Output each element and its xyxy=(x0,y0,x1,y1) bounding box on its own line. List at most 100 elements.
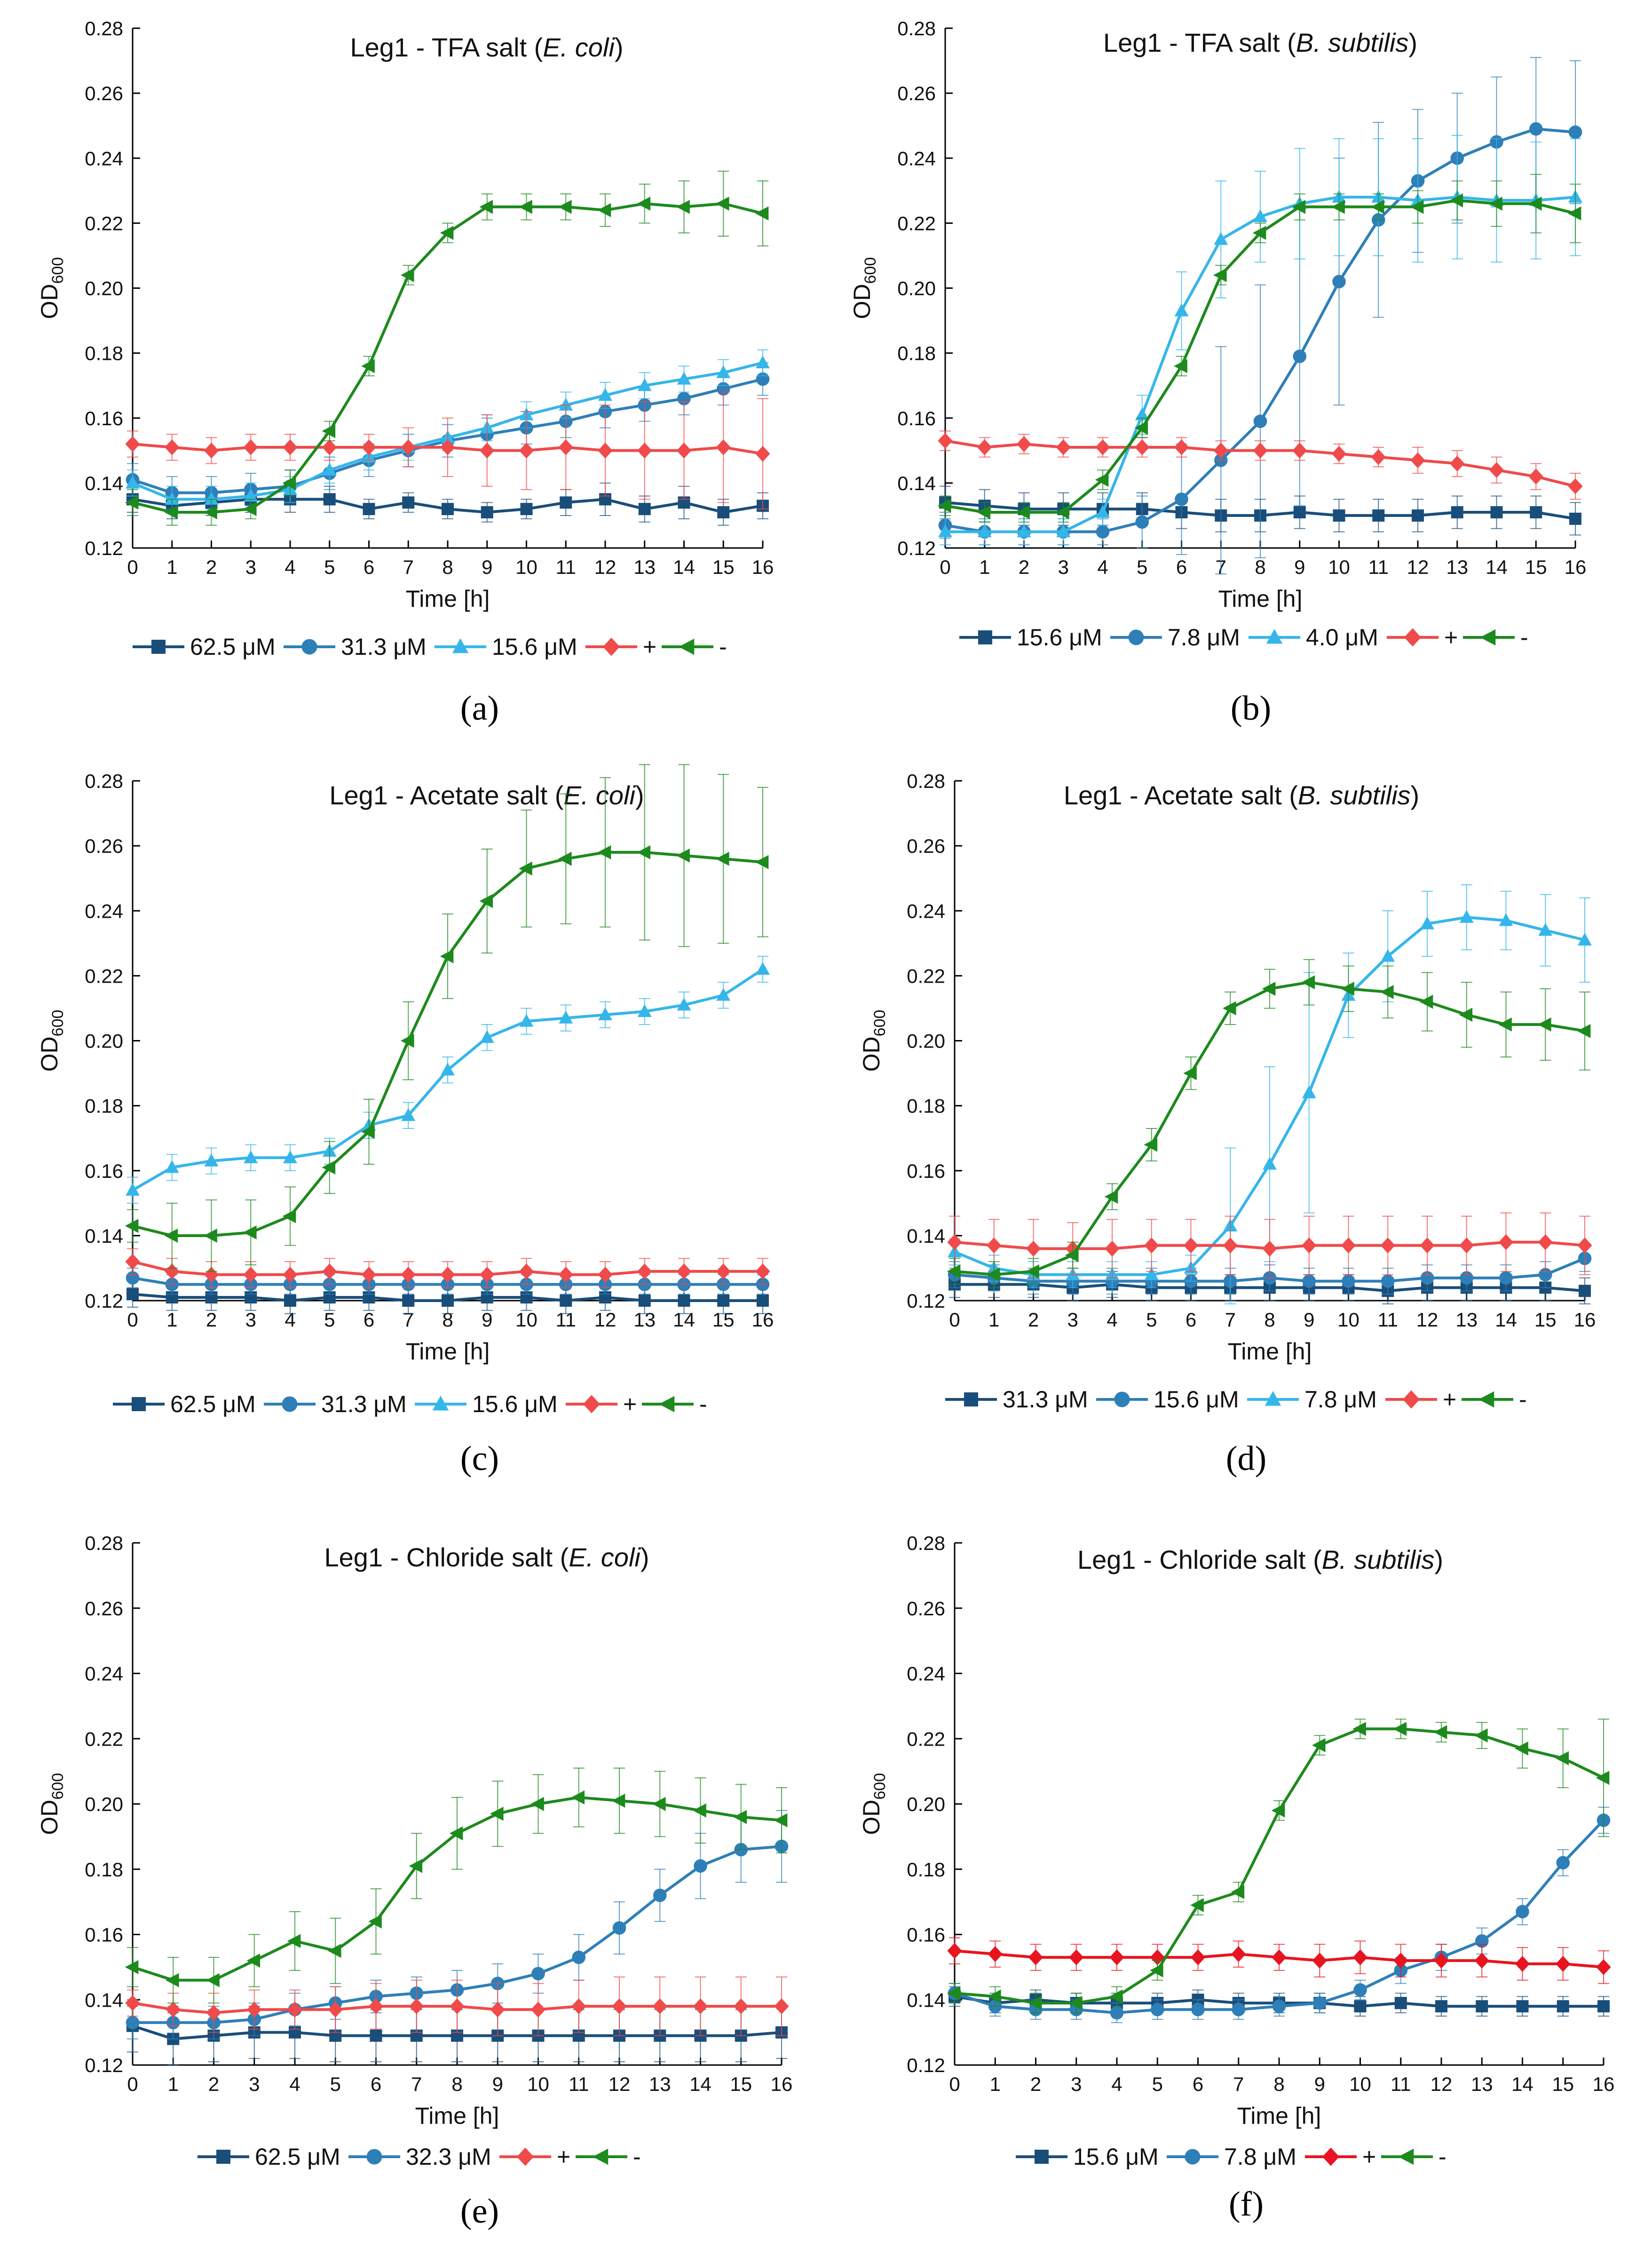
legend-label: 15.6 μM xyxy=(1154,1386,1239,1413)
data-point xyxy=(977,505,991,519)
data-point xyxy=(530,2002,546,2018)
x-tick-label: 16 xyxy=(1574,1309,1596,1331)
legend-marker xyxy=(1398,2148,1414,2165)
data-point xyxy=(612,1921,626,1935)
x-tick-label: 10 xyxy=(1349,2073,1371,2095)
data-point xyxy=(677,997,691,1011)
y-tick-label: 0.20 xyxy=(907,1793,945,1815)
x-tick-label: 2 xyxy=(208,2073,219,2095)
y-tick-label: 0.22 xyxy=(85,965,123,987)
panel-label: (f) xyxy=(1229,2185,1264,2224)
data-point xyxy=(1568,478,1583,494)
data-point xyxy=(1214,232,1228,245)
y-tick-label: 0.18 xyxy=(907,1859,945,1881)
x-tick-label: 16 xyxy=(1565,556,1587,578)
x-axis-label: Time [h] xyxy=(406,586,490,612)
data-point xyxy=(755,1263,770,1279)
data-point xyxy=(287,1934,301,1948)
data-point xyxy=(1579,1285,1591,1297)
data-point xyxy=(520,503,533,516)
x-tick-label: 10 xyxy=(515,556,537,578)
data-point xyxy=(1150,1963,1163,1978)
data-point xyxy=(977,524,992,538)
x-tick-label: 12 xyxy=(1407,556,1429,578)
x-tick-label: 16 xyxy=(1593,2073,1615,2095)
legend: 31.3 μM 15.6 μM 7.8 μM + - xyxy=(945,1386,1527,1413)
x-tick-label: 6 xyxy=(1186,1309,1196,1331)
data-point xyxy=(165,1160,179,1173)
x-tick-label: 2 xyxy=(1019,556,1029,578)
x-tick-label: 7 xyxy=(403,556,414,578)
data-point xyxy=(164,1228,178,1243)
data-point xyxy=(652,1998,667,2015)
data-point xyxy=(947,1264,961,1279)
legend-marker xyxy=(216,2150,230,2164)
data-point xyxy=(1183,1066,1197,1080)
x-tick-label: 4 xyxy=(1097,556,1108,578)
x-tick-label: 6 xyxy=(364,556,374,578)
data-point xyxy=(1596,1959,1611,1975)
data-point xyxy=(1372,509,1385,522)
data-point xyxy=(282,476,296,490)
data-point xyxy=(733,1810,747,1824)
data-point xyxy=(1271,1803,1285,1818)
data-point xyxy=(755,855,769,869)
data-point xyxy=(247,2002,262,2018)
y-tick-label: 0.24 xyxy=(907,900,945,922)
data-point xyxy=(947,1986,961,2001)
data-point xyxy=(1262,982,1276,996)
legend-marker xyxy=(964,1392,978,1406)
x-tick-label: 2 xyxy=(1028,1309,1039,1331)
legend-label: - xyxy=(1519,1386,1527,1413)
legend-marker xyxy=(1266,629,1283,644)
data-point xyxy=(558,1266,573,1283)
data-point xyxy=(126,1183,140,1196)
data-point xyxy=(1068,1996,1083,2010)
data-point xyxy=(519,1263,534,1279)
data-point xyxy=(611,1794,625,1808)
legend-marker xyxy=(1404,628,1421,647)
x-tick-label: 15 xyxy=(712,556,735,578)
legend-label: - xyxy=(633,2144,641,2170)
x-tick-label: 12 xyxy=(1416,1309,1439,1331)
data-point xyxy=(977,439,992,455)
data-point xyxy=(598,1007,612,1020)
x-tick-label: 2 xyxy=(1030,2073,1041,2095)
legend-label: + xyxy=(623,1391,637,1417)
y-tick-label: 0.16 xyxy=(907,1160,945,1182)
data-point xyxy=(1451,506,1463,519)
chart-title: Leg1 - Acetate salt (E. coli) xyxy=(329,780,644,810)
data-point xyxy=(558,439,573,455)
legend: 15.6 μM 7.8 μM + - xyxy=(1016,2144,1446,2170)
legend-label: 31.3 μM xyxy=(321,1391,407,1417)
data-point xyxy=(1302,1237,1317,1254)
x-tick-label: 10 xyxy=(515,1309,537,1331)
data-point xyxy=(401,268,414,282)
y-tick-label: 0.14 xyxy=(907,1225,945,1247)
legend-label: 15.6 μM xyxy=(472,1391,558,1417)
data-point xyxy=(246,1954,261,1968)
data-point xyxy=(693,1998,708,2015)
data-point xyxy=(1174,359,1187,373)
data-point xyxy=(652,1797,666,1811)
data-point xyxy=(1028,1996,1042,2010)
data-point xyxy=(328,2002,343,2018)
data-point xyxy=(1331,199,1345,214)
data-point xyxy=(450,1998,465,2015)
chart-title: Leg1 - Chloride salt (E. coli) xyxy=(324,1542,649,1572)
data-point xyxy=(1312,1996,1327,2010)
data-point xyxy=(1017,524,1031,538)
legend-label: 62.5 μM xyxy=(190,634,276,660)
data-point xyxy=(244,488,258,502)
chart-title: Leg1 - TFA salt (B. subtilis) xyxy=(1103,28,1417,57)
data-point xyxy=(449,1826,463,1841)
x-tick-label: 0 xyxy=(127,2073,138,2095)
data-point xyxy=(402,496,415,509)
data-point xyxy=(401,1033,414,1048)
legend-label: 15.6 μM xyxy=(492,634,577,660)
data-point xyxy=(598,388,612,401)
x-tick-label: 3 xyxy=(249,2073,260,2095)
data-point xyxy=(572,1950,586,1964)
y-tick-label: 0.22 xyxy=(897,212,936,234)
y-axis-label: OD600 xyxy=(858,1773,889,1835)
